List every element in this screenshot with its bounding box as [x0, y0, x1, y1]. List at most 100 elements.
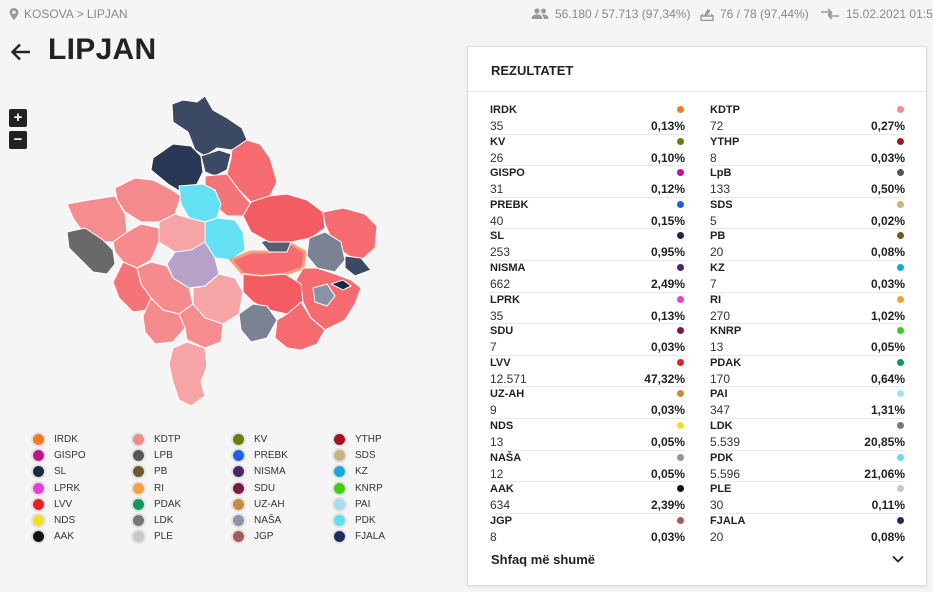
- map-region-south-tip[interactable]: [168, 341, 208, 407]
- party-name: FJALA: [710, 514, 746, 527]
- result-row[interactable]: PDAK 170 0,64%: [710, 356, 905, 388]
- zoom-in-button[interactable]: +: [9, 109, 27, 127]
- legend-label: PLE: [154, 531, 173, 543]
- party-name: KNRP: [710, 325, 742, 338]
- result-row[interactable]: PREBK 40 0,15%: [490, 198, 685, 230]
- result-row[interactable]: JGP 8 0,03%: [490, 514, 685, 546]
- show-more-button[interactable]: Shfaq më shumë: [491, 552, 596, 567]
- map-region-east-darkest[interactable]: [329, 279, 352, 291]
- kosovo-map[interactable]: [55, 92, 400, 412]
- result-row[interactable]: LpB 133 0,50%: [710, 166, 905, 198]
- result-row[interactable]: PB 20 0,08%: [710, 229, 905, 261]
- zoom-out-button[interactable]: −: [9, 131, 27, 149]
- party-name: LVV: [490, 356, 511, 369]
- result-row[interactable]: KDTP 72 0,27%: [710, 103, 905, 135]
- legend-color-dot: [334, 515, 345, 526]
- result-row[interactable]: LPRK 35 0,13%: [490, 293, 685, 325]
- party-name: KV: [490, 135, 506, 148]
- party-percentage: 1,31%: [870, 403, 905, 418]
- map-region-northwest[interactable]: [150, 143, 204, 193]
- party-votes: 13: [710, 340, 724, 355]
- result-row[interactable]: SDU 7 0,03%: [490, 324, 685, 356]
- legend-label: GISPO: [54, 450, 86, 462]
- party-percentage: 0,64%: [870, 371, 905, 386]
- legend-color-dot: [33, 434, 44, 445]
- party-color-dot: [897, 453, 904, 461]
- party-votes: 30: [710, 498, 724, 513]
- result-row[interactable]: NISMA 662 2,49%: [490, 261, 685, 293]
- party-percentage: 0,13%: [650, 308, 685, 323]
- map-region-east-gray2[interactable]: [312, 283, 336, 307]
- legend-label: SL: [54, 466, 67, 478]
- party-color-dot: [677, 295, 684, 303]
- party-color-dot: [677, 263, 684, 271]
- result-row[interactable]: PLE 30 0,11%: [710, 482, 905, 514]
- legend-label: AAK: [54, 531, 75, 543]
- result-row[interactable]: LDK 5.539 20,85%: [710, 419, 905, 451]
- legend-item: SDS: [334, 450, 376, 462]
- map-region-east1[interactable]: [242, 193, 326, 243]
- ballot-box-icon: [700, 8, 714, 21]
- map-region-south-east[interactable]: [274, 301, 326, 351]
- result-row[interactable]: RI 270 1,02%: [710, 293, 905, 325]
- party-votes: 347: [710, 403, 731, 418]
- result-row[interactable]: GISPO 31 0,12%: [490, 166, 685, 198]
- party-percentage: 0,15%: [650, 213, 685, 228]
- legend-item: NDS: [33, 515, 75, 526]
- map-region-east-dark[interactable]: [344, 255, 372, 277]
- party-votes: 31: [490, 182, 504, 197]
- party-percentage: 20,85%: [864, 434, 905, 449]
- result-row[interactable]: KV 26 0,10%: [490, 135, 685, 167]
- chevron-down-icon[interactable]: [892, 555, 904, 563]
- map-region-north2[interactable]: [200, 149, 232, 177]
- map-region-east-far[interactable]: [322, 207, 378, 263]
- result-row[interactable]: PDK 5.596 21,06%: [710, 451, 905, 483]
- party-percentage: 0,05%: [870, 340, 905, 355]
- result-row[interactable]: FJALA 20 0,08%: [710, 514, 905, 546]
- breadcrumb-root-link[interactable]: KOSOVA: [24, 7, 74, 21]
- map-region-south-central[interactable]: [178, 303, 224, 349]
- map-region-east-gray[interactable]: [306, 231, 346, 273]
- legend-label: NISMA: [254, 466, 286, 478]
- result-row[interactable]: KNRP 13 0,05%: [710, 324, 905, 356]
- map-region-south-west3[interactable]: [142, 297, 186, 345]
- party-name: PDK: [710, 451, 734, 464]
- results-column-left: IRDK 35 0,13% KV 26 0,10% GISPO 31 0,12% PREBK 40 0…: [490, 103, 685, 545]
- party-color-dot: [677, 390, 684, 398]
- party-color-dot: [677, 453, 684, 461]
- result-row[interactable]: KZ 7 0,03%: [710, 261, 905, 293]
- party-votes: 634: [490, 498, 511, 513]
- legend-color-dot: [33, 498, 44, 510]
- result-row[interactable]: LVV 12.571 47,32%: [490, 356, 685, 388]
- result-row[interactable]: SL 253 0,95%: [490, 229, 685, 261]
- result-row[interactable]: YTHP 8 0,03%: [710, 135, 905, 167]
- map-region-west-dark[interactable]: [66, 227, 116, 275]
- party-name: PLE: [710, 483, 732, 496]
- party-color-dot: [677, 106, 684, 113]
- results-divider: [468, 91, 926, 92]
- result-row[interactable]: AAK 634 2,39%: [490, 482, 685, 514]
- results-title: REZULTATET: [491, 63, 574, 78]
- party-votes: 35: [490, 119, 504, 133]
- map-region-center-cyan[interactable]: [178, 183, 222, 223]
- legend-label: KNRP: [355, 482, 383, 494]
- result-row[interactable]: SDS 5 0,02%: [710, 198, 905, 230]
- party-votes: 12: [490, 466, 504, 481]
- result-row[interactable]: NDS 13 0,05%: [490, 419, 685, 451]
- legend-item: KNRP: [334, 482, 383, 494]
- back-arrow-icon[interactable]: [9, 40, 33, 64]
- legend-item: IRDK: [33, 434, 78, 445]
- legend-item: YTHP: [334, 434, 382, 445]
- result-row[interactable]: UZ-AH 9 0,03%: [490, 387, 685, 419]
- party-votes: 7: [710, 276, 717, 291]
- location-pin-icon: [9, 8, 19, 20]
- legend-label: UZ-AH: [254, 498, 285, 510]
- result-row[interactable]: NAŠA 12 0,05%: [490, 451, 685, 483]
- result-row[interactable]: PAI 347 1,31%: [710, 387, 905, 419]
- party-name: SL: [490, 230, 505, 243]
- legend-label: KV: [254, 434, 268, 445]
- result-row[interactable]: IRDK 35 0,13%: [490, 103, 685, 135]
- map-region-south-gray[interactable]: [238, 303, 278, 343]
- map-region-west3[interactable]: [112, 223, 160, 269]
- party-votes: 8: [490, 529, 497, 544]
